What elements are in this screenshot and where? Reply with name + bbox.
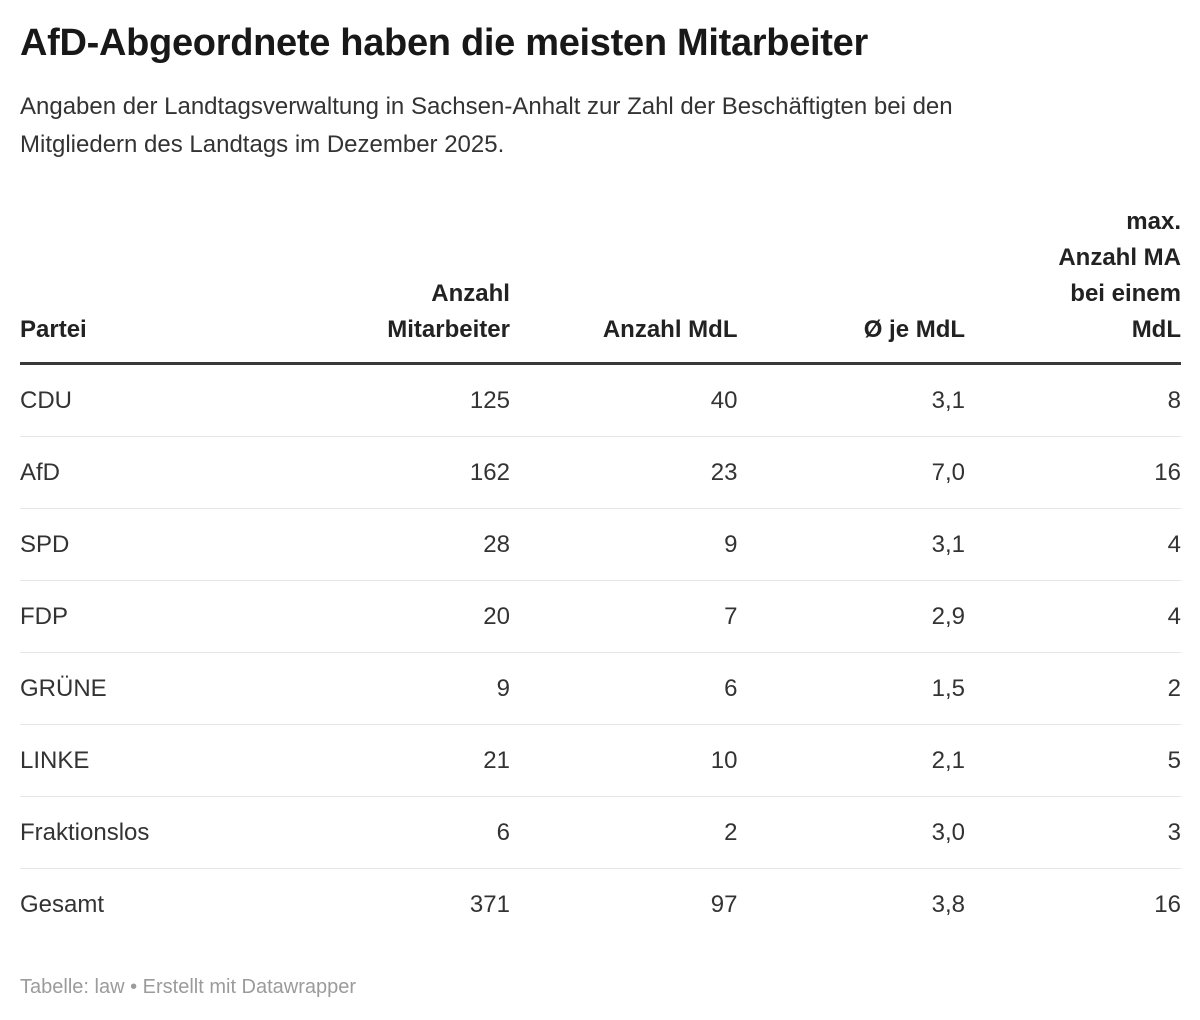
cell-mitarbeiter: 21 xyxy=(345,724,510,797)
table-row-gesamt: Gesamt 371 97 3,8 16 xyxy=(20,869,1181,941)
cell-mdl: 23 xyxy=(509,436,738,509)
cell-partei: LINKE xyxy=(20,724,346,797)
cell-mdl: 10 xyxy=(509,724,738,797)
chart-description: Angaben der Landtagsverwaltung in Sachse… xyxy=(20,93,953,158)
data-table: Partei Anzahl Mitarbeiter Anzahl MdL Ø j… xyxy=(20,204,1181,940)
column-header-anzahl-mitarbeiter: Anzahl Mitarbeiter xyxy=(345,204,510,365)
cell-max: 5 xyxy=(965,724,1181,797)
table-row-linke: LINKE 21 10 2,1 5 xyxy=(20,724,1181,797)
cell-partei: AfD xyxy=(20,436,346,509)
cell-mitarbeiter: 28 xyxy=(345,508,510,581)
column-header-max-anzahl-ma: max. Anzahl MA bei einem MdL xyxy=(965,204,1181,365)
column-header-anzahl-mdl: Anzahl MdL xyxy=(509,204,738,365)
cell-partei: CDU xyxy=(20,363,346,437)
footer-separator: • xyxy=(130,976,138,998)
cell-partei: FDP xyxy=(20,580,346,653)
cell-partei: Gesamt xyxy=(20,891,105,918)
cell-max: 4 xyxy=(965,580,1181,653)
table-row-cdu: CDU 125 40 3,1 8 xyxy=(20,363,1181,437)
cell-avg: 3,1 xyxy=(737,363,966,437)
cell-avg: 3,1 xyxy=(737,508,966,581)
table-row-afd: AfD 162 23 7,0 16 xyxy=(20,436,1181,509)
cell-mitarbeiter: 371 xyxy=(469,891,510,918)
source-value: law xyxy=(94,976,125,998)
source-label: Tabelle: xyxy=(20,976,89,998)
cell-avg: 1,5 xyxy=(737,652,966,725)
table-body: CDU 125 40 3,1 8 AfD 162 23 7,0 16 SPD 2… xyxy=(20,363,1181,941)
table-header-row: Partei Anzahl Mitarbeiter Anzahl MdL Ø j… xyxy=(20,204,1181,365)
table-header: Partei Anzahl Mitarbeiter Anzahl MdL Ø j… xyxy=(20,204,1181,365)
cell-avg: 3,8 xyxy=(931,891,966,918)
table-row-gruene: GRÜNE 9 6 1,5 2 xyxy=(20,652,1181,725)
cell-mdl: 40 xyxy=(509,363,738,437)
chart-footer: Tabelle: law • Erstellt mit Datawrapper xyxy=(20,974,1181,1000)
cell-max: 2 xyxy=(965,652,1181,725)
cell-max: 16 xyxy=(1154,891,1181,918)
column-header-partei: Partei xyxy=(20,204,346,365)
cell-mdl: 97 xyxy=(710,891,738,918)
cell-mdl: 6 xyxy=(509,652,738,725)
cell-max: 16 xyxy=(965,436,1181,509)
cell-avg: 2,1 xyxy=(737,724,966,797)
cell-partei: Fraktionslos xyxy=(20,796,346,869)
cell-partei: GRÜNE xyxy=(20,652,346,725)
page-title: AfD-Abgeordnete haben die meisten Mitarb… xyxy=(20,22,868,64)
cell-mitarbeiter: 20 xyxy=(345,580,510,653)
table-row-fraktionslos: Fraktionslos 6 2 3,0 3 xyxy=(20,796,1181,869)
table-row-fdp: FDP 20 7 2,9 4 xyxy=(20,580,1181,653)
column-header-avg-je-mdl: Ø je MdL xyxy=(737,204,966,365)
cell-mitarbeiter: 125 xyxy=(345,363,510,437)
cell-max: 4 xyxy=(965,508,1181,581)
cell-avg: 2,9 xyxy=(737,580,966,653)
cell-max: 8 xyxy=(965,363,1181,437)
cell-mitarbeiter: 162 xyxy=(345,436,510,509)
cell-max: 3 xyxy=(965,796,1181,869)
cell-avg: 3,0 xyxy=(737,796,966,869)
cell-avg: 7,0 xyxy=(737,436,966,509)
cell-mitarbeiter: 9 xyxy=(345,652,510,725)
cell-mdl: 2 xyxy=(509,796,738,869)
cell-mitarbeiter: 6 xyxy=(345,796,510,869)
datawrapper-credit-link[interactable]: Erstellt mit Datawrapper xyxy=(142,976,357,998)
cell-mdl: 7 xyxy=(509,580,738,653)
table-row-spd: SPD 28 9 3,1 4 xyxy=(20,508,1181,581)
cell-mdl: 9 xyxy=(509,508,738,581)
cell-partei: SPD xyxy=(20,508,346,581)
